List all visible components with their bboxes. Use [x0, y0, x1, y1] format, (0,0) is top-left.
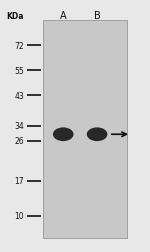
Ellipse shape — [53, 128, 74, 142]
Text: 17: 17 — [15, 176, 24, 185]
Text: 43: 43 — [14, 92, 24, 101]
Bar — [43, 21, 127, 238]
Text: A: A — [60, 11, 67, 21]
Text: 72: 72 — [15, 42, 24, 51]
Text: B: B — [94, 11, 100, 21]
Text: 10: 10 — [15, 211, 24, 220]
Text: 26: 26 — [15, 137, 24, 145]
Text: 34: 34 — [14, 121, 24, 131]
Ellipse shape — [90, 131, 104, 136]
Text: KDa: KDa — [7, 12, 24, 21]
Text: 55: 55 — [14, 67, 24, 76]
Ellipse shape — [57, 131, 70, 136]
Ellipse shape — [87, 128, 107, 142]
